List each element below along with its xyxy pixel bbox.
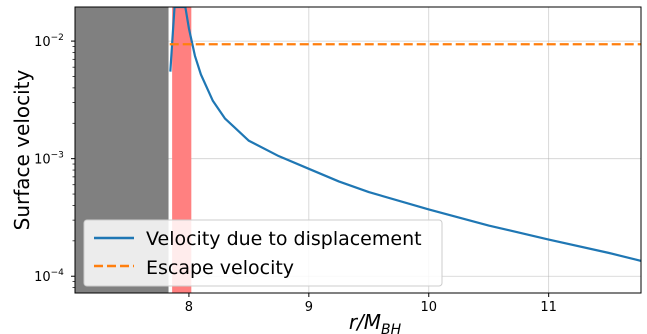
y-tick-label: 10−4 [34,268,64,285]
y-tick-label: 10−2 [34,33,64,50]
series-lines [169,7,641,262]
x-tick-label: 8 [185,300,193,315]
x-axis-title-main: r/M [349,310,381,334]
series-line-velocity-displacement [169,7,641,262]
legend-label-escape-velocity: Escape velocity [146,257,294,279]
x-tick-label: 10 [420,300,437,315]
legend: Velocity due to displacement Escape velo… [83,219,443,287]
x-tick-label: 9 [305,300,313,315]
x-axis-title: r/MBH [349,310,402,334]
ticks: 8 9 10 11 10−4 10−3 10−2 [34,33,557,315]
x-axis-title-subscript: BH [381,322,402,334]
legend-box [83,219,443,287]
legend-label-velocity-displacement: Velocity due to displacement [146,228,422,250]
y-axis-title: Surface velocity [10,69,34,230]
y-tick-label: 10−3 [34,151,64,168]
plot-frame [74,6,642,294]
x-tick-label: 11 [540,300,557,315]
